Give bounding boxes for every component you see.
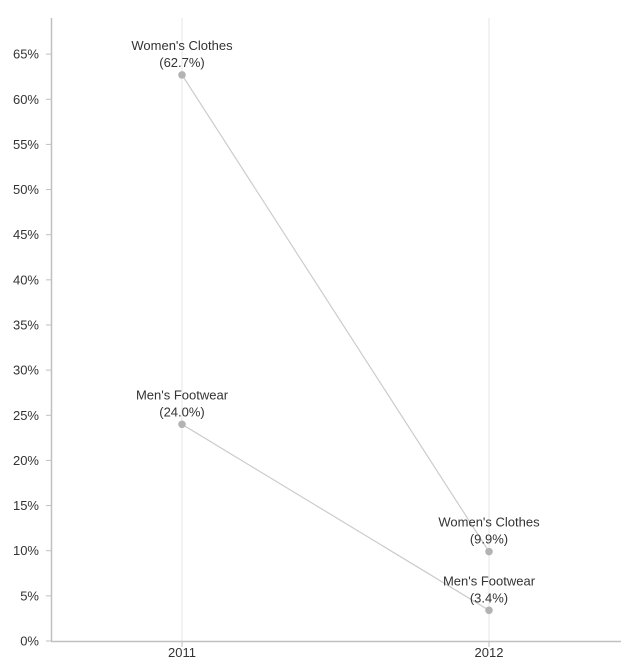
y-tick-label: 60% (13, 92, 39, 107)
y-tick-label: 20% (13, 453, 39, 468)
y-tick-label: 50% (13, 182, 39, 197)
y-tick-label: 0% (20, 634, 39, 649)
y-tick-label: 45% (13, 227, 39, 242)
x-tick-label: 2012 (475, 645, 504, 660)
series-line-women-s-clothes (181, 74, 490, 552)
data-point-men-s-footwear-2012 (485, 606, 493, 615)
data-label-value-men-s-footwear-2012: (3.4%) (470, 590, 508, 605)
x-tick-label: 2011 (168, 645, 196, 660)
tick-labels: 0% 5% 10% 15% 20% 25% 30% 35% 40% 45% 50% 55% 60% 65%… (13, 47, 503, 660)
data-label-name-men-s-footwear-2011: Men's Footwear (136, 387, 229, 402)
data-label-name-women-s-clothes-2011: Women's Clothes (131, 38, 233, 53)
y-tick-label: 55% (13, 137, 39, 152)
data-label-name-women-s-clothes-2012: Women's Clothes (438, 515, 540, 530)
data-point-women-s-clothes-2012 (485, 547, 493, 556)
y-tick-label: 30% (13, 363, 39, 378)
y-tick-label: 65% (13, 47, 39, 62)
y-tick-label: 10% (13, 543, 39, 558)
series-line-men-s-footwear (181, 423, 490, 611)
series-lines (181, 74, 490, 611)
data-point-men-s-footwear-2011 (178, 420, 186, 429)
y-tick-label: 15% (13, 498, 39, 513)
data-labels: Women's Clothes (62.7%) Women's Clothes (9.… (131, 38, 540, 605)
y-tick-label: 25% (13, 408, 39, 423)
data-label-value-women-s-clothes-2011: (62.7%) (159, 55, 205, 70)
data-label-name-men-s-footwear-2012: Men's Footwear (443, 573, 536, 588)
data-label-value-women-s-clothes-2012: (9.9%) (470, 532, 508, 547)
axes (46, 18, 621, 647)
data-point-women-s-clothes-2011 (178, 71, 186, 79)
y-tick-label: 35% (13, 317, 39, 332)
gridlines (181, 18, 490, 641)
data-label-value-men-s-footwear-2011: (24.0%) (159, 404, 205, 419)
y-tick-label: 40% (13, 272, 39, 287)
y-tick-label: 5% (20, 588, 39, 603)
data-points (178, 71, 493, 615)
